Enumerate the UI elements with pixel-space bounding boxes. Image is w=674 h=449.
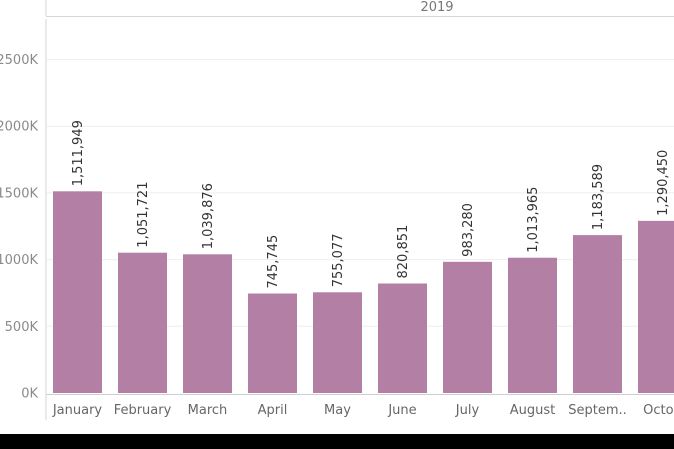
column-header: 2019 bbox=[420, 0, 453, 15]
y-tick-label: 2000K bbox=[0, 120, 38, 135]
bar[interactable] bbox=[638, 220, 674, 393]
bar[interactable] bbox=[443, 261, 492, 393]
x-tick-label: June bbox=[387, 403, 416, 418]
data-label: 1,013,965 bbox=[526, 187, 541, 253]
data-label: 1,511,949 bbox=[71, 120, 86, 186]
y-tick-label: 1500K bbox=[0, 186, 38, 201]
x-tick-label: January bbox=[52, 403, 103, 418]
x-tick-label: August bbox=[510, 403, 556, 418]
x-tick-label: March bbox=[188, 403, 228, 418]
data-labels: 1,511,949 1,051,721 1,039,876 745,745 755,07… bbox=[71, 120, 671, 288]
y-tick-label: 500K bbox=[5, 320, 39, 335]
data-label: 1,051,721 bbox=[136, 182, 151, 248]
bar[interactable] bbox=[508, 257, 557, 393]
bar[interactable] bbox=[378, 283, 427, 393]
data-label: 983,280 bbox=[461, 203, 476, 257]
bar[interactable] bbox=[118, 252, 167, 393]
bar[interactable] bbox=[183, 254, 232, 393]
bar[interactable] bbox=[573, 235, 622, 393]
bars[interactable] bbox=[53, 191, 674, 393]
x-tick-label: July bbox=[455, 403, 480, 418]
y-tick-label: 2500K bbox=[0, 53, 38, 68]
data-label: 755,077 bbox=[331, 234, 346, 288]
bar[interactable] bbox=[53, 191, 102, 393]
data-label: 1,039,876 bbox=[201, 183, 216, 249]
x-tick-label: April bbox=[258, 403, 288, 418]
x-tick-label: May bbox=[324, 403, 351, 418]
bar[interactable] bbox=[248, 293, 297, 393]
x-tick-label: Septem.. bbox=[568, 403, 627, 418]
y-tick-label: 1000K bbox=[0, 253, 38, 268]
bar-chart: 2019 0K 500K 1000K 1500K 2000K 2500K 1,511,94… bbox=[0, 0, 674, 420]
y-tick-label: 0K bbox=[21, 387, 38, 402]
x-axis-labels: January February March April May June July Augu… bbox=[52, 403, 674, 418]
data-label: 1,290,450 bbox=[656, 150, 671, 216]
y-axis-ticks: 0K 500K 1000K 1500K 2000K 2500K bbox=[0, 53, 38, 402]
data-label: 820,851 bbox=[396, 225, 411, 279]
bar[interactable] bbox=[313, 292, 362, 393]
chart-area: 2019 0K 500K 1000K 1500K 2000K 2500K 1,511,94… bbox=[0, 0, 674, 434]
data-label: 745,745 bbox=[266, 235, 281, 289]
x-tick-label: February bbox=[114, 403, 172, 418]
x-tick-label: Octob bbox=[643, 403, 674, 418]
data-label: 1,183,589 bbox=[591, 164, 606, 230]
